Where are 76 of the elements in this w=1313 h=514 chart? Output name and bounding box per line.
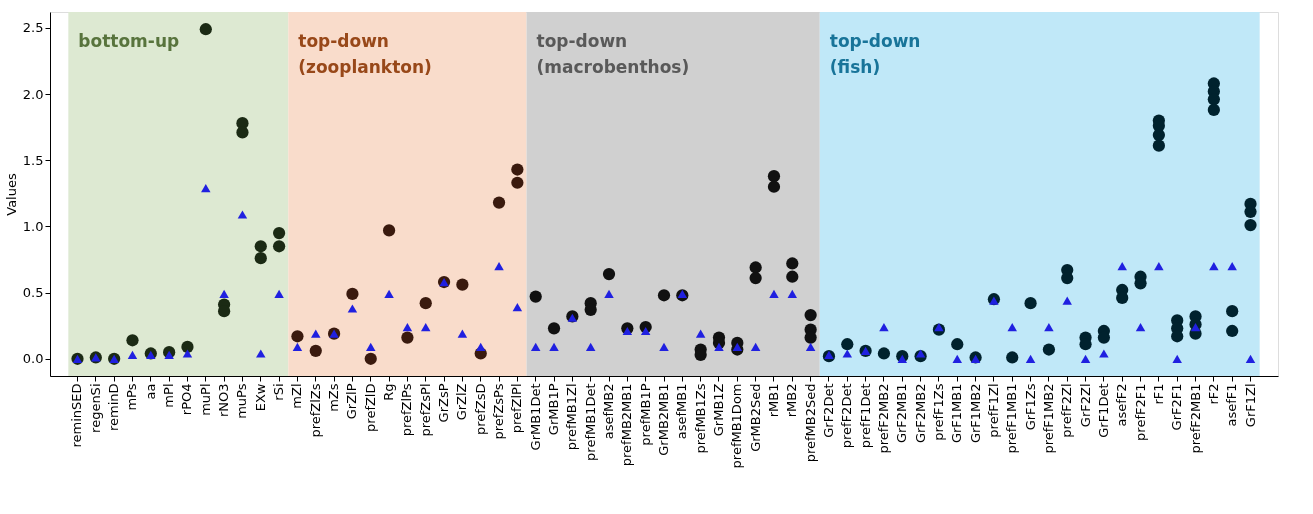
- x-tick-label: prefMB1Zs: [692, 383, 708, 454]
- x-tick-label: prefZsPl: [417, 383, 433, 437]
- x-tick-label: GrZlZ: [454, 383, 470, 421]
- x-tick-label: prefF1Det: [857, 383, 873, 449]
- x-tick-label: mPs: [124, 383, 140, 411]
- x-tick-label: muPs: [234, 383, 250, 419]
- x-tick-label: reminD: [106, 383, 122, 432]
- band-label: top-down (zooplankton): [298, 31, 432, 77]
- x-tick-label: GrMB1Z: [710, 383, 726, 437]
- y-tick-label: 2.0: [22, 86, 44, 102]
- x-tick-label: rPO4: [179, 383, 195, 416]
- y-axis-title: Values: [3, 173, 19, 216]
- x-tick-label: prefF1MB2: [1040, 383, 1056, 454]
- x-tick-label: asefF2: [1114, 383, 1130, 427]
- x-tick-label: prefZlPs: [399, 383, 415, 437]
- x-tick-label: mZl: [289, 383, 305, 409]
- x-tick-label: prefMB1Zl: [564, 383, 580, 451]
- x-tick-label: asefF1: [1224, 383, 1240, 427]
- x-tick-label: prefF1Zs: [930, 383, 946, 441]
- x-tick-label: prefF2Zl: [1059, 383, 1075, 438]
- x-tick-label: GrMB1Det: [527, 383, 543, 451]
- x-tick-label: prefZlPl: [509, 383, 525, 434]
- x-tick-label: GrF1Zs: [1022, 383, 1038, 431]
- x-tick-label: regenSi: [87, 383, 103, 433]
- band-label: top-down (fish): [829, 31, 921, 77]
- y-tick-label: 2.5: [22, 20, 44, 36]
- x-tick-label: GrZlP: [344, 383, 360, 420]
- x-tick-label: prefF2MB1: [1187, 383, 1203, 454]
- x-tick-label: GrF1Zl: [1242, 383, 1258, 428]
- x-tick-label: prefF2F1: [1132, 383, 1148, 441]
- x-tick-label: GrF2Zl: [1077, 383, 1093, 428]
- x-tick-label: rF1: [1150, 383, 1166, 405]
- x-tick-label: mZs: [326, 383, 342, 412]
- x-tick-label: GrZsP: [436, 383, 452, 423]
- x-tick-label: GrF2Det: [820, 383, 836, 438]
- x-tick-label: GrF1MB1: [949, 383, 965, 444]
- x-tick-label: rMB2: [784, 383, 800, 418]
- x-tick-label: prefMB1Det: [582, 383, 598, 461]
- x-tick-label: prefMB1P: [637, 383, 653, 446]
- x-tick-label: prefF1MB1: [1004, 383, 1020, 454]
- x-tick-label: reminSED: [69, 383, 85, 448]
- x-tick-label: prefF1Zl: [985, 383, 1001, 438]
- y-tick-label: 0.0: [22, 351, 44, 367]
- x-tick-label: prefF2Det: [839, 383, 855, 449]
- x-tick-label: GrF1Det: [1095, 383, 1111, 438]
- x-tick-label: rF2: [1205, 383, 1221, 405]
- x-tick-label: prefMB1Dom: [729, 383, 745, 469]
- x-tick-label: prefMB2Sed: [802, 383, 818, 463]
- x-tick-label: rMB1: [765, 383, 781, 418]
- y-tick-label: 1.0: [22, 218, 44, 234]
- x-tick-label: GrMB2MB1: [656, 383, 671, 456]
- x-tick-label: aa: [142, 383, 158, 400]
- x-tick-label: GrF2F1: [1169, 383, 1185, 431]
- x-tick-label: mPl: [161, 383, 177, 408]
- x-tick-label: GrMB2Sed: [747, 383, 763, 452]
- x-tick-label: prefZlZs: [307, 383, 323, 438]
- x-tick-label: prefZlD: [362, 383, 378, 432]
- x-tick-label: GrF2MB2: [912, 383, 928, 444]
- band-label: bottom-up: [78, 31, 180, 51]
- x-tick-label: asefMB1: [674, 383, 690, 440]
- y-tick-label: 1.5: [22, 152, 44, 168]
- x-tick-label: prefMB2MB1: [619, 383, 635, 467]
- x-tick-label: prefZsPs: [491, 383, 507, 440]
- x-tick-label: prefZsD: [472, 383, 488, 436]
- x-tick-label: Rg: [381, 383, 397, 401]
- x-tick-label: EXw: [252, 383, 268, 412]
- y-tick-label: 0.5: [22, 285, 44, 301]
- band-label: top-down (macrobenthos): [536, 31, 690, 77]
- x-tick-label: prefF2MB2: [875, 383, 891, 454]
- x-tick-label: GrF2MB1: [894, 383, 910, 444]
- x-tick-label: GrMB1P: [546, 383, 562, 436]
- x-tick-label: rSi: [271, 383, 287, 401]
- x-tick-label: rNO3: [216, 383, 232, 418]
- x-tick-label: asefMB2: [601, 383, 617, 440]
- x-tick-label: GrF1MB2: [967, 383, 983, 444]
- x-tick-label: muPl: [197, 383, 213, 416]
